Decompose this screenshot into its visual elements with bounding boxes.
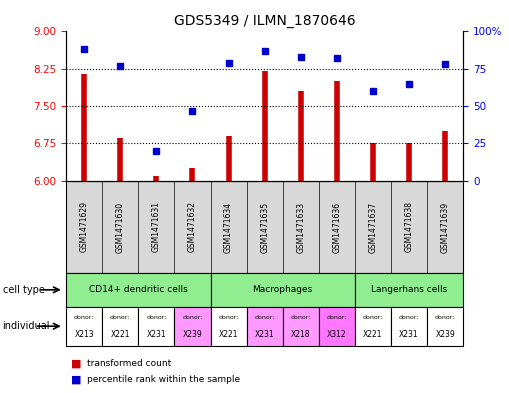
Text: percentile rank within the sample: percentile rank within the sample xyxy=(87,375,240,384)
Text: donor:: donor: xyxy=(399,315,419,320)
Text: donor:: donor: xyxy=(254,315,275,320)
Text: CD14+ dendritic cells: CD14+ dendritic cells xyxy=(89,285,188,294)
Text: donor:: donor: xyxy=(363,315,383,320)
Text: X231: X231 xyxy=(399,331,419,339)
Text: X239: X239 xyxy=(435,331,455,339)
Text: Langerhans cells: Langerhans cells xyxy=(371,285,447,294)
Text: GSM1471637: GSM1471637 xyxy=(369,201,378,253)
Text: X239: X239 xyxy=(183,331,203,339)
Text: transformed count: transformed count xyxy=(87,359,171,368)
Text: GSM1471632: GSM1471632 xyxy=(188,202,197,252)
Text: donor:: donor: xyxy=(74,315,94,320)
Text: donor:: donor: xyxy=(182,315,203,320)
Text: donor:: donor: xyxy=(327,315,347,320)
Text: cell type: cell type xyxy=(3,285,44,295)
Text: donor:: donor: xyxy=(291,315,311,320)
Text: GSM1471629: GSM1471629 xyxy=(80,202,89,252)
Text: GSM1471634: GSM1471634 xyxy=(224,201,233,253)
Text: X221: X221 xyxy=(110,331,130,339)
Text: X312: X312 xyxy=(327,331,347,339)
Text: X231: X231 xyxy=(147,331,166,339)
Title: GDS5349 / ILMN_1870646: GDS5349 / ILMN_1870646 xyxy=(174,14,355,28)
Text: GSM1471633: GSM1471633 xyxy=(296,201,305,253)
Text: GSM1471639: GSM1471639 xyxy=(441,201,449,253)
Text: GSM1471631: GSM1471631 xyxy=(152,202,161,252)
Text: GSM1471636: GSM1471636 xyxy=(332,201,342,253)
Text: ■: ■ xyxy=(71,374,82,384)
Text: GSM1471638: GSM1471638 xyxy=(405,202,413,252)
Text: individual: individual xyxy=(3,321,50,331)
Text: X218: X218 xyxy=(291,331,310,339)
Text: donor:: donor: xyxy=(146,315,166,320)
Text: ■: ■ xyxy=(71,358,82,369)
Text: X231: X231 xyxy=(255,331,274,339)
Text: Macrophages: Macrophages xyxy=(252,285,313,294)
Text: X213: X213 xyxy=(74,331,94,339)
Text: donor:: donor: xyxy=(218,315,239,320)
Text: GSM1471630: GSM1471630 xyxy=(116,201,125,253)
Text: X221: X221 xyxy=(363,331,383,339)
Text: donor:: donor: xyxy=(110,315,130,320)
Text: donor:: donor: xyxy=(435,315,456,320)
Text: X221: X221 xyxy=(219,331,238,339)
Text: GSM1471635: GSM1471635 xyxy=(260,201,269,253)
